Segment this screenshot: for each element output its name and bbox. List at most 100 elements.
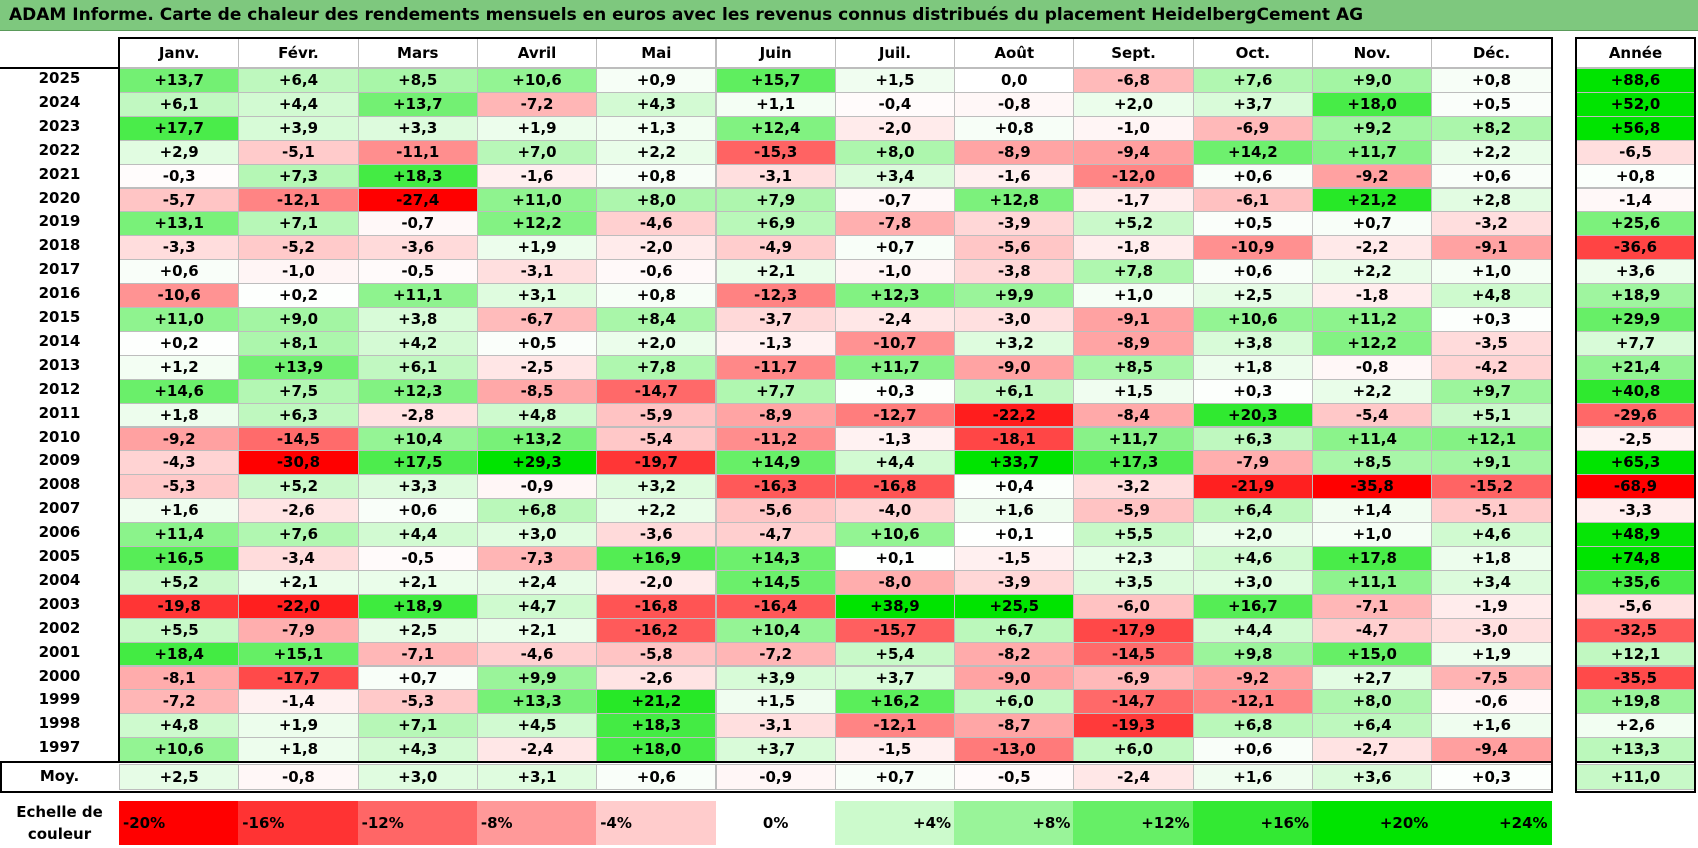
heatmap-cell: +3,9	[238, 115, 359, 141]
heatmap-cell: -17,7	[238, 665, 359, 691]
heatmap-cell: -0,5	[357, 546, 478, 571]
annual-cell: +7,7	[1576, 330, 1695, 356]
heatmap-cell: -0,3	[119, 163, 240, 189]
heatmap-cell: +2,1	[238, 569, 359, 595]
heatmap-cell: -5,3	[119, 474, 240, 500]
heatmap-cell: +8,5	[1312, 450, 1433, 476]
heatmap-cell: +7,5	[238, 378, 359, 404]
heatmap-cell: +3,8	[1192, 330, 1313, 356]
year-label: 1999	[38, 690, 81, 709]
year-label: 2010	[38, 427, 81, 446]
heatmap-cell: -2,6	[596, 665, 717, 691]
year-label: 2004	[38, 570, 81, 589]
heatmap-cell: +3,2	[596, 474, 717, 500]
heatmap-cell: +16,2	[834, 689, 956, 715]
heatmap-cell: -17,9	[1073, 617, 1194, 643]
heatmap-cell: -10,7	[834, 330, 956, 356]
heatmap-cell: -3,1	[715, 163, 836, 189]
heatmap-cell: -8,9	[1073, 330, 1194, 356]
heatmap-cell: +1,9	[476, 115, 598, 141]
heatmap-cell: +2,5	[357, 617, 478, 643]
heatmap-cell: +3,3	[357, 474, 478, 500]
heatmap-cell: -11,1	[357, 139, 478, 165]
heatmap-cell: -3,7	[715, 307, 836, 332]
annual-cell: -5,6	[1576, 593, 1695, 619]
scale-swatch: +20%	[1312, 801, 1433, 845]
heatmap-cell: +3,2	[954, 330, 1075, 356]
annual-cell: -35,5	[1576, 665, 1695, 691]
heatmap-cell: -8,0	[834, 569, 956, 595]
annual-cell: +0,8	[1576, 163, 1695, 189]
heatmap-cell: +1,5	[834, 68, 956, 93]
heatmap-cell: +11,0	[476, 187, 598, 213]
heatmap-cell: +6,8	[476, 498, 598, 524]
heatmap-cell: +29,3	[476, 450, 598, 476]
heatmap-cell: -2,0	[596, 235, 717, 261]
heatmap-cell: -12,1	[238, 187, 359, 213]
heatmap-cell: -8,5	[476, 378, 598, 404]
heatmap-cell: +2,2	[1431, 139, 1552, 165]
heatmap-cell: -2,8	[357, 402, 478, 428]
heatmap-cell: +8,5	[1073, 354, 1194, 380]
annual-cell: +56,8	[1576, 115, 1695, 141]
heatmap-cell: +4,8	[1431, 283, 1552, 308]
heatmap-cell: -3,4	[238, 546, 359, 571]
heatmap-cell: -1,8	[1073, 235, 1194, 261]
heatmap-cell: +4,5	[476, 713, 598, 739]
heatmap-cell: +25,5	[954, 593, 1075, 619]
heatmap-cell: +11,0	[119, 307, 240, 332]
heatmap-cell: -1,8	[1312, 283, 1433, 308]
heatmap-cell: +4,4	[834, 450, 956, 476]
year-label: 2025	[38, 69, 81, 87]
annual-cell: +65,3	[1576, 450, 1695, 476]
heatmap-cell: +0,6	[357, 498, 478, 524]
heatmap-cell: -2,0	[834, 115, 956, 141]
column-header: Sept.	[1073, 38, 1194, 68]
heatmap-cell: +8,5	[357, 68, 478, 93]
heatmap-cell: +15,1	[238, 641, 359, 667]
year-label: 2007	[38, 499, 81, 518]
heatmap-cell: +13,1	[119, 211, 240, 237]
annual-cell: +40,8	[1576, 378, 1695, 404]
heatmap-cell: +9,0	[238, 307, 359, 332]
heatmap-cell: +13,7	[119, 68, 240, 93]
heatmap-cell: +11,1	[1312, 569, 1433, 595]
average-cell: +3,1	[476, 764, 598, 790]
average-cell: +1,6	[1192, 764, 1313, 790]
heatmap-cell: -18,1	[954, 426, 1075, 452]
heatmap-cell: +13,9	[238, 354, 359, 380]
heatmap-cell: -8,4	[1073, 402, 1194, 428]
heatmap-cell: +13,7	[357, 91, 478, 117]
heatmap-cell: -1,0	[834, 259, 956, 285]
heatmap-cell: +14,2	[1192, 139, 1313, 165]
heatmap-cell: +18,3	[596, 713, 717, 739]
heatmap-cell: +11,7	[1073, 426, 1194, 452]
heatmap-cell: -16,8	[834, 474, 956, 500]
heatmap-cell: -9,2	[1312, 163, 1433, 189]
heatmap-cell: -0,6	[596, 259, 717, 285]
scale-swatch: +4%	[834, 801, 956, 845]
year-label: 2021	[38, 164, 81, 183]
heatmap-cell: +9,9	[476, 665, 598, 691]
heatmap-cell: -19,3	[1073, 713, 1194, 739]
heatmap-cell: -2,2	[1312, 235, 1433, 261]
heatmap-cell: -0,5	[357, 259, 478, 285]
heatmap-cell: +7,6	[238, 522, 359, 547]
average-label: Moy.	[39, 767, 80, 785]
heatmap-cell: +10,6	[476, 68, 598, 93]
heatmap-cell: +0,8	[954, 115, 1075, 141]
heatmap-cell: +0,8	[1431, 68, 1552, 93]
heatmap-cell: -5,2	[238, 235, 359, 261]
heatmap-cell: +5,2	[119, 569, 240, 595]
heatmap-cell: +4,4	[238, 91, 359, 117]
heatmap-cell: +12,3	[357, 378, 478, 404]
heatmap-cell: +0,3	[834, 378, 956, 404]
heatmap-cell: +33,7	[954, 450, 1075, 476]
year-label: 2011	[38, 403, 81, 422]
heatmap-cell: +11,4	[1312, 426, 1433, 452]
heatmap-cell: +15,0	[1312, 641, 1433, 667]
heatmap-cell: +5,5	[1073, 522, 1194, 547]
heatmap-cell: +2,1	[357, 569, 478, 595]
heatmap-cell: +2,1	[476, 617, 598, 643]
heatmap-cell: +4,3	[596, 91, 717, 117]
